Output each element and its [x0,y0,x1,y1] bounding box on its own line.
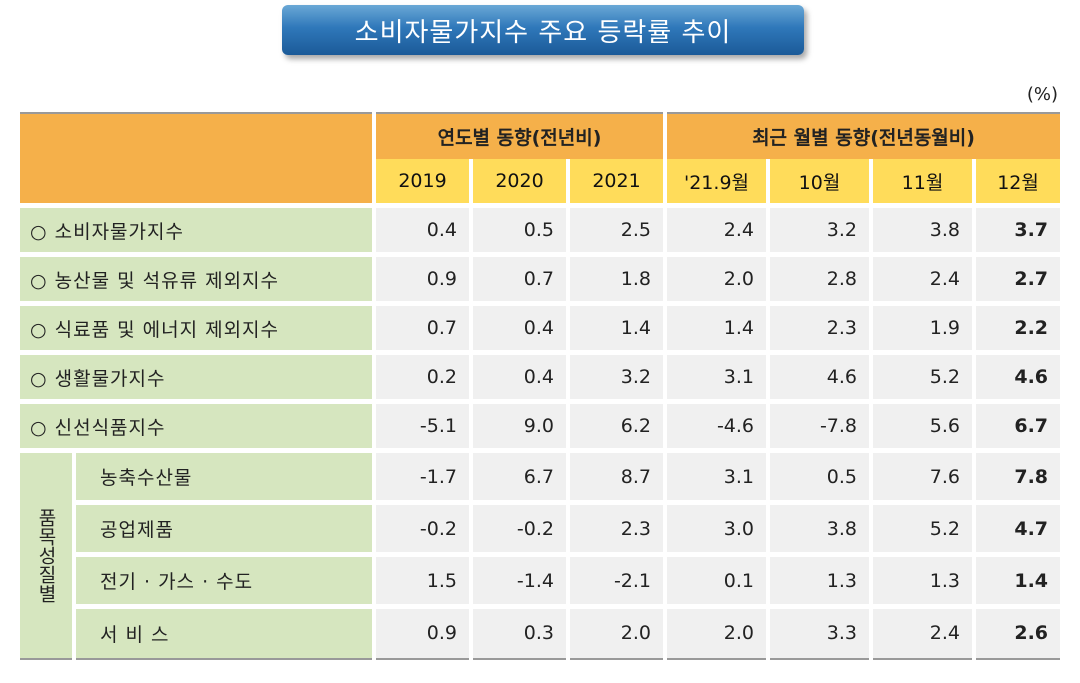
cpi-table: 연도별 동향(전년비) 최근 월별 동향(전년동월비) 2019 2020 20… [20,112,1061,660]
cell: 3.8 [869,205,975,255]
table-row: ○ 식료품 및 에너지 제외지수 0.7 0.4 1.4 1.4 2.3 1.9… [20,303,1061,353]
cell: 2.0 [663,606,769,659]
cell: 5.6 [869,401,975,451]
cell: 0.9 [372,606,471,659]
cell: 7.8 [972,450,1061,503]
cell: -1.4 [469,554,568,607]
cell: 6.7 [972,401,1061,451]
cell: 0.7 [469,254,568,304]
table-row: ○ 소비자물가지수 0.4 0.5 2.5 2.4 3.2 3.8 3.7 [20,205,1061,255]
cell: 8.7 [565,450,666,503]
cell: -0.2 [372,502,471,555]
cell: 2.4 [869,606,975,659]
cell: 2.3 [766,303,872,353]
header-group-yearly: 연도별 동향(전년비) [371,113,666,159]
cell: 4.6 [766,352,872,402]
cell: -5.1 [372,401,471,451]
cell: 3.2 [766,205,872,255]
cell: 0.1 [663,554,769,607]
table-row: 전기 · 가스 · 수도 1.5 -1.4 -2.1 0.1 1.3 1.3 1… [20,554,1061,607]
cell: 4.6 [972,352,1061,402]
cell: 1.9 [869,303,975,353]
cell: 2.7 [972,254,1061,304]
cell: 9.0 [469,401,568,451]
cell: -2.1 [565,554,666,607]
col-header-2020: 2020 [469,159,568,206]
row-label: ○ 신선식품지수 [20,401,374,451]
row-label: ○ 식료품 및 에너지 제외지수 [20,303,374,353]
row-label: 전기 · 가스 · 수도 [72,554,374,607]
cell: 2.8 [766,254,872,304]
cell: 0.4 [469,352,568,402]
cell: 0.2 [372,352,471,402]
cell: 1.4 [663,303,769,353]
table-row: ○ 생활물가지수 0.2 0.4 3.2 3.1 4.6 5.2 4.6 [20,352,1061,402]
cell: 1.3 [766,554,872,607]
cell: 1.8 [565,254,666,304]
cell: 2.0 [565,606,666,659]
cell: 2.5 [565,205,666,255]
header-corner [20,113,374,206]
cell: 2.2 [972,303,1061,353]
cell: 0.9 [372,254,471,304]
table-row: 공업제품 -0.2 -0.2 2.3 3.0 3.8 5.2 4.7 [20,502,1061,555]
table-row: ○ 신선식품지수 -5.1 9.0 6.2 -4.6 -7.8 5.6 6.7 [20,401,1061,451]
cell: 0.4 [469,303,568,353]
group-label: 품목성질별 [35,507,57,603]
row-label: ○ 생활물가지수 [20,352,374,402]
row-label: 서 비 스 [72,606,374,659]
col-header-2021: 2021 [565,159,666,206]
cell: 2.6 [972,606,1061,659]
cell: -1.7 [372,450,471,503]
row-label: 공업제품 [72,502,374,555]
cell: 0.5 [766,450,872,503]
cell: -0.2 [469,502,568,555]
row-label: 농축수산물 [72,450,374,503]
page-title: 소비자물가지수 주요 등락률 추이 [282,5,804,55]
cell: 3.0 [663,502,769,555]
cell: 0.5 [469,205,568,255]
cell: 7.6 [869,450,975,503]
cell: 3.2 [565,352,666,402]
cell: -7.8 [766,401,872,451]
cell: 1.4 [565,303,666,353]
unit-label: (%) [1026,84,1058,105]
cell: 0.4 [372,205,471,255]
row-label: ○ 농산물 및 석유류 제외지수 [20,254,374,304]
cell: -4.6 [663,401,769,451]
cell: 1.3 [869,554,975,607]
cell: 3.3 [766,606,872,659]
cell: 3.1 [663,352,769,402]
col-header-oct: 10월 [766,159,872,206]
cell: 3.8 [766,502,872,555]
group-label-cell: 품목성질별 [20,450,74,660]
table-row: 서 비 스 0.9 0.3 2.0 2.0 3.3 2.4 2.6 [20,606,1061,659]
cell: 1.5 [372,554,471,607]
cell: 0.7 [372,303,471,353]
table-row: ○ 농산물 및 석유류 제외지수 0.9 0.7 1.8 2.0 2.8 2.4… [20,254,1061,304]
cell: 2.0 [663,254,769,304]
header-group-monthly: 최근 월별 동향(전년동월비) [663,113,1061,159]
col-header-nov: 11월 [869,159,975,206]
cell: 3.1 [663,450,769,503]
cell: 6.7 [469,450,568,503]
col-header-2019: 2019 [372,159,471,206]
col-header-sep: '21.9월 [663,159,769,206]
col-header-dec: 12월 [972,159,1061,206]
cell: 4.7 [972,502,1061,555]
cell: 6.2 [565,401,666,451]
table-row: 품목성질별 농축수산물 -1.7 6.7 8.7 3.1 0.5 7.6 7.8 [20,450,1061,660]
cell: 5.2 [869,352,975,402]
cell: 2.4 [663,205,769,255]
cell: 2.3 [565,502,666,555]
cell: 3.7 [972,205,1061,255]
row-label: ○ 소비자물가지수 [20,205,374,255]
cell: 0.3 [469,606,568,659]
cell: 2.4 [869,254,975,304]
cell: 5.2 [869,502,975,555]
cell: 1.4 [972,554,1061,607]
